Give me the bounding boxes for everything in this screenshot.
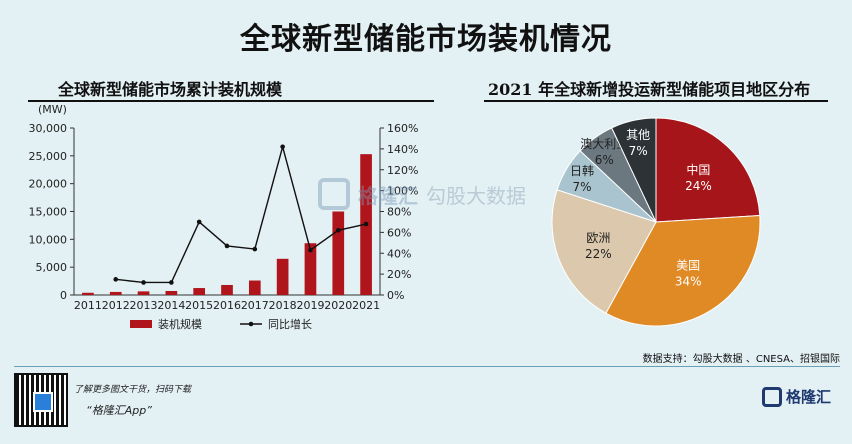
x-tick-label: 2020: [324, 299, 352, 312]
growth-point: [141, 280, 146, 285]
growth-point: [113, 277, 119, 282]
pie-label-name: 美国: [676, 259, 700, 273]
bar-2016: [221, 284, 233, 295]
pie-label-value: 24%: [685, 179, 712, 193]
x-tick-label: 2021: [352, 299, 380, 312]
bar-2014: [165, 290, 178, 295]
pie-chart-title: 2021 年全球新增投运新型储能项目地区分布: [488, 80, 811, 99]
pie-label-name: 澳大利亚: [580, 137, 628, 151]
x-tick-label: 2015: [185, 299, 213, 312]
growth-point: [196, 219, 202, 225]
x-tick-label: 2019: [296, 299, 324, 312]
y2-tick-label: 160%: [387, 122, 418, 135]
pie-label-name: 欧洲: [586, 231, 610, 245]
x-tick-label: 2011: [74, 299, 102, 312]
pie-chart-title-rule: [484, 100, 828, 102]
bar-2013: [137, 291, 150, 295]
bar-2012: [109, 291, 122, 295]
page-title: 全球新型储能市场装机情况: [240, 22, 612, 57]
x-tick-label: 2013: [130, 299, 158, 312]
y2-tick-label: 60%: [387, 226, 411, 239]
pie-label-value: 7%: [629, 144, 648, 158]
x-tick-label: 2016: [213, 299, 241, 312]
promo-app-name: “格隆汇App”: [86, 404, 152, 417]
footer-divider: [14, 366, 840, 367]
y-tick-label: 25,000: [29, 150, 68, 163]
brand-mark-icon: [762, 386, 782, 407]
growth-point: [335, 227, 341, 233]
y-axis-unit-label: (MW): [38, 103, 67, 116]
watermark: 格隆汇 勾股大数据: [318, 178, 526, 210]
y-tick-label: 30,000: [29, 122, 68, 135]
pie-label-name: 其他: [626, 128, 650, 142]
bar-2011: [82, 292, 94, 295]
x-tick-label: 2017: [241, 299, 269, 312]
bar-2015: [193, 288, 206, 295]
pie-label-value: 7%: [572, 180, 591, 194]
y-tick-label: 10,000: [29, 233, 68, 246]
brand-name: 格隆汇: [786, 388, 832, 406]
qr-code-icon[interactable]: [14, 373, 68, 427]
y2-tick-label: 40%: [387, 247, 411, 260]
pie-slice-0: [655, 117, 761, 223]
y2-tick-label: 20%: [387, 268, 411, 281]
growth-point: [308, 247, 313, 253]
watermark-text: 勾股大数据: [426, 183, 526, 208]
y-tick-label: 5,000: [36, 261, 68, 274]
bar-2019: [304, 243, 317, 295]
y2-tick-label: 140%: [387, 143, 418, 156]
growth-point: [252, 246, 258, 252]
x-tick-label: 2012: [102, 299, 130, 312]
legend-label-line: 同比增长: [268, 317, 312, 331]
y2-tick-label: 120%: [387, 164, 418, 177]
pie-label-name: 中国: [686, 162, 710, 177]
growth-line: [115, 144, 367, 284]
x-tick-label: 2014: [157, 299, 185, 312]
legend-swatch-bar: [130, 320, 152, 328]
y2-tick-label: 100%: [387, 185, 418, 198]
pie-slice-2: [551, 189, 657, 314]
pie-slice-5: [611, 117, 657, 223]
y2-tick-label: 80%: [387, 206, 411, 219]
watermark-logo-icon: [318, 178, 350, 210]
bar-chart-title-rule: [28, 100, 434, 102]
pie-label-value: 6%: [595, 153, 614, 167]
y2-tick-label: 0%: [387, 289, 404, 302]
pie-label-value: 34%: [675, 275, 702, 289]
brand-logo[interactable]: 格隆汇: [762, 386, 831, 407]
pie-label-value: 22%: [585, 247, 612, 261]
bar-2018: [276, 258, 289, 295]
bar-2020: [332, 211, 345, 295]
watermark-brand: 格隆汇: [358, 183, 418, 208]
legend-label-bar: 装机规模: [158, 317, 202, 331]
growth-point: [169, 280, 174, 285]
growth-point: [224, 243, 230, 249]
growth-point: [280, 144, 285, 150]
bar-2017: [248, 280, 261, 295]
y-tick-label: 20,000: [29, 178, 68, 191]
pie-label-name: 日韩: [570, 163, 594, 178]
y-tick-label: 15,000: [29, 206, 68, 219]
source-note: 数据支持：勾股大数据 、CNESA、招银国际: [642, 354, 840, 365]
promo-text: 了解更多图文干货，扫码下载: [74, 385, 192, 395]
x-tick-label: 2018: [269, 299, 297, 312]
bar-chart-title: 全球新型储能市场累计装机规模: [58, 80, 283, 99]
y-tick-label: 0: [60, 289, 67, 302]
qr-center-logo-icon: [33, 392, 53, 412]
legend-marker-line: [248, 321, 254, 327]
growth-point: [363, 221, 369, 227]
